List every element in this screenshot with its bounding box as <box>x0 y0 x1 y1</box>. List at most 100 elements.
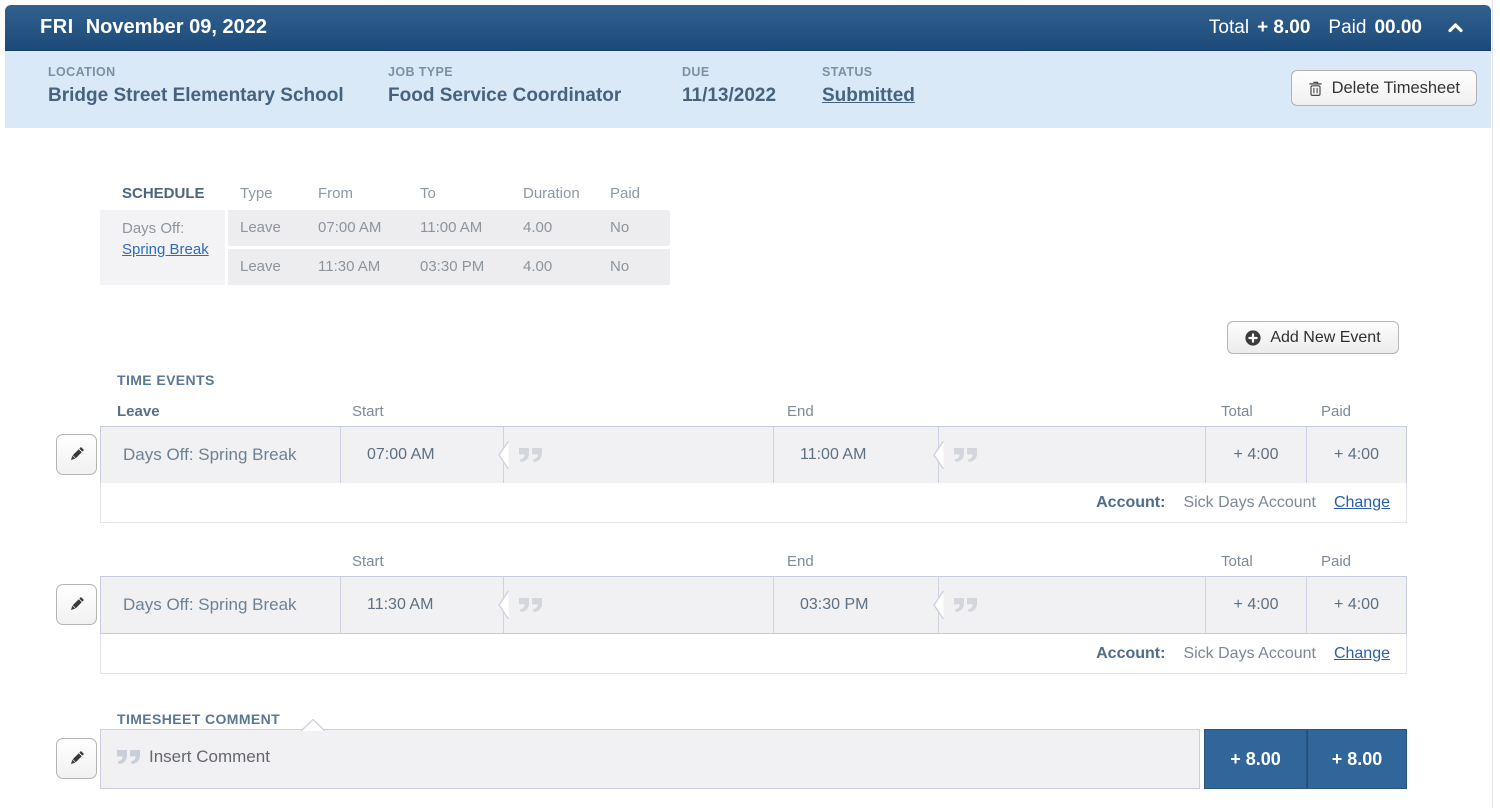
event-start-time[interactable]: 11:30 AM <box>340 577 503 633</box>
timesheet-comment-row: Insert Comment + 8.00 + 8.00 <box>100 719 1407 789</box>
account-row: Account: Sick Days Account Change <box>100 634 1407 674</box>
delete-timesheet-label: Delete Timesheet <box>1331 78 1460 97</box>
days-off-prefix: Days Off: <box>122 220 185 237</box>
schedule-type: Leave <box>240 258 281 275</box>
schedule-from: 07:00 AM <box>318 219 382 236</box>
header-totals: Total + 8.00 Paid 00.00 <box>1209 17 1465 39</box>
time-event-row: Days Off: Spring Break 07:00 AM 11:00 AM <box>100 426 1407 484</box>
header-total-value: + 8.00 <box>1257 16 1311 38</box>
change-account-link[interactable]: Change <box>1333 493 1390 511</box>
quote-icon <box>954 448 977 462</box>
location-field: LOCATION Bridge Street Elementary School <box>48 65 388 107</box>
insert-comment-field[interactable]: Insert Comment <box>100 719 1200 789</box>
event-paid: + 4:00 <box>1306 427 1406 483</box>
due-value: 11/13/2022 <box>682 85 777 106</box>
job-type-value: Food Service Coordinator <box>388 85 622 106</box>
chevron-up-icon <box>1448 23 1463 33</box>
timesheet-body: SCHEDULE Type From To Duration Paid Days… <box>5 128 1491 808</box>
pencil-icon <box>70 751 84 765</box>
quote-icon <box>519 448 542 462</box>
add-new-event-label: Add New Event <box>1270 328 1381 346</box>
schedule-table: SCHEDULE Type From To Duration Paid Days… <box>100 178 670 288</box>
start-column-label: Start <box>352 403 384 420</box>
timesheet-card: FRI November 09, 2022 Total + 8.00 Paid … <box>5 5 1491 808</box>
event-end-time[interactable]: 03:30 PM <box>773 577 938 633</box>
event-column-labels: Leave Start End Total Paid <box>100 403 1407 423</box>
schedule-type: Leave <box>240 219 281 236</box>
quote-icon <box>954 598 977 612</box>
comment-top-notch <box>301 719 325 731</box>
collapse-button[interactable] <box>1446 21 1465 34</box>
vertical-scrollbar[interactable] <box>1492 0 1500 808</box>
pencil-icon <box>70 447 84 461</box>
pencil-icon <box>70 597 84 611</box>
paid-column-label: Paid <box>1321 553 1352 570</box>
edit-event-button[interactable] <box>56 434 97 475</box>
total-column-label: Total <box>1221 403 1253 420</box>
day-paid-cell: + 8.00 <box>1307 729 1407 789</box>
paid-column-label: Paid <box>1321 403 1352 420</box>
comment-notch <box>498 591 509 619</box>
change-account-link[interactable]: Change <box>1333 644 1390 662</box>
schedule-duration: 4.00 <box>523 258 553 275</box>
plus-circle-icon <box>1245 329 1261 346</box>
status-link[interactable]: Submitted <box>822 85 915 106</box>
event-start-time[interactable]: 07:00 AM <box>340 427 503 483</box>
duration-header: Duration <box>523 184 580 202</box>
edit-comment-button[interactable] <box>56 738 97 779</box>
schedule-to: 03:30 PM <box>420 258 485 275</box>
schedule-header: SCHEDULE <box>122 184 205 202</box>
job-type-label: JOB TYPE <box>388 65 454 79</box>
add-new-event-button[interactable]: Add New Event <box>1227 321 1399 354</box>
to-header: To <box>420 184 436 202</box>
from-header: From <box>318 184 353 202</box>
schedule-paid: No <box>610 219 630 236</box>
account-label: Account: <box>1096 493 1166 511</box>
quote-icon <box>117 750 140 764</box>
event-name: Days Off: Spring Break <box>123 595 297 614</box>
table-row: Leave 11:30 AM 03:30 PM 4.00 No <box>228 249 670 285</box>
delete-timesheet-button[interactable]: Delete Timesheet <box>1290 70 1477 106</box>
spring-break-link[interactable]: Spring Break <box>122 241 209 258</box>
total-column-label: Total <box>1221 553 1253 570</box>
end-comment-cell[interactable] <box>933 577 1205 633</box>
location-value: Bridge Street Elementary School <box>48 85 344 106</box>
end-column-label: End <box>787 403 814 420</box>
start-comment-cell[interactable] <box>498 577 773 633</box>
location-label: LOCATION <box>48 65 116 79</box>
due-label: DUE <box>682 65 710 79</box>
time-event-row: Days Off: Spring Break 11:30 AM 03:30 PM <box>100 576 1407 634</box>
schedule-body: Days Off: Spring Break Leave 07:00 AM 11… <box>100 210 670 288</box>
event-end-time[interactable]: 11:00 AM <box>773 427 938 483</box>
comment-notch <box>933 441 944 469</box>
schedule-to: 11:00 AM <box>420 219 483 236</box>
start-column-label: Start <box>352 553 384 570</box>
account-value: Sick Days Account <box>1183 493 1316 511</box>
time-events-section-label: TIME EVENTS <box>117 372 215 388</box>
account-row: Account: Sick Days Account Change <box>100 483 1407 523</box>
type-header: Type <box>240 184 273 202</box>
schedule-days-off-cell: Days Off: Spring Break <box>100 210 225 285</box>
insert-comment-placeholder: Insert Comment <box>149 747 270 766</box>
event-name: Days Off: Spring Break <box>123 445 297 464</box>
quote-icon <box>519 598 542 612</box>
end-comment-cell[interactable] <box>933 427 1205 483</box>
event-paid: + 4:00 <box>1306 577 1406 633</box>
due-field: DUE 11/13/2022 <box>682 65 822 107</box>
event-column-labels: Start End Total Paid <box>100 553 1407 573</box>
schedule-rows: Leave 07:00 AM 11:00 AM 4.00 No Leave 11… <box>228 210 670 288</box>
start-comment-cell[interactable] <box>498 427 773 483</box>
day-header: FRI November 09, 2022 Total + 8.00 Paid … <box>5 5 1491 51</box>
edit-event-button[interactable] <box>56 584 97 625</box>
schedule-from: 11:30 AM <box>318 258 381 275</box>
header-date: November 09, 2022 <box>85 16 267 38</box>
event-total: + 4:00 <box>1205 577 1306 633</box>
comment-notch <box>933 591 944 619</box>
event-total: + 4:00 <box>1205 427 1306 483</box>
end-column-label: End <box>787 553 814 570</box>
header-paid-label: Paid <box>1328 16 1367 38</box>
status-label: STATUS <box>822 65 873 79</box>
timesheet-comment-label: TIMESHEET COMMENT <box>117 711 281 727</box>
status-field: STATUS Submitted <box>822 65 915 107</box>
account-label: Account: <box>1096 644 1166 662</box>
